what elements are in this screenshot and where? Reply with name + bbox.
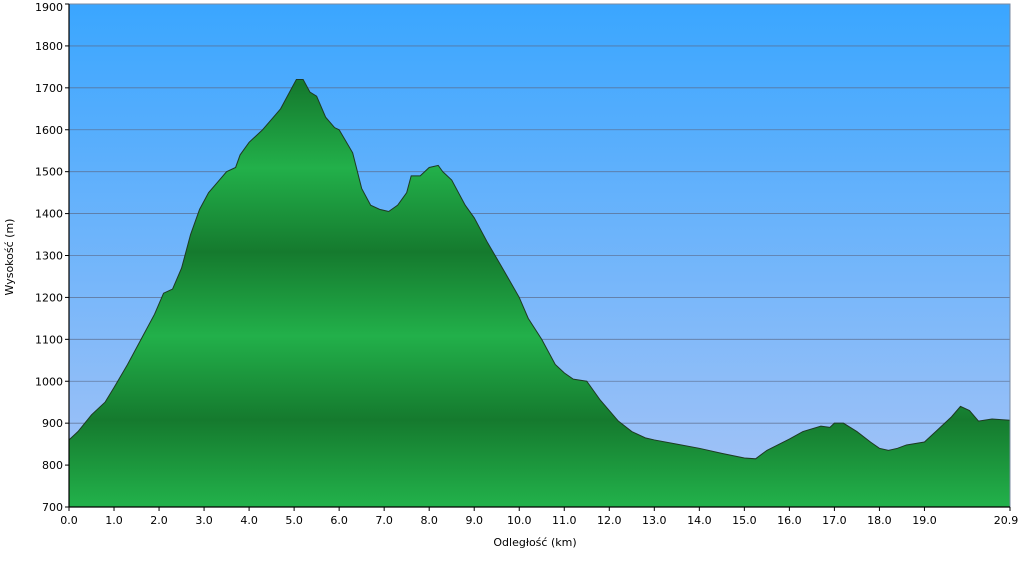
x-tick-label: 6.0 bbox=[330, 514, 348, 527]
x-axis-title: Odległość (km) bbox=[493, 536, 576, 549]
y-tick-label: 1600 bbox=[35, 124, 63, 137]
y-tick-label: 1100 bbox=[35, 333, 63, 346]
y-tick-label: 1200 bbox=[35, 291, 63, 304]
y-tick-label: 1000 bbox=[35, 375, 63, 388]
y-tick-label: 1800 bbox=[35, 40, 63, 53]
x-tick-label: 11.0 bbox=[552, 514, 577, 527]
x-tick-label: 2.0 bbox=[150, 514, 168, 527]
x-tick-label: 15.0 bbox=[732, 514, 757, 527]
x-tick-label: 0.0 bbox=[60, 514, 78, 527]
x-tick-label: 17.0 bbox=[822, 514, 847, 527]
elevation-line bbox=[69, 78, 1010, 460]
y-tick-label: 700 bbox=[42, 501, 63, 514]
x-tick-label: 13.0 bbox=[642, 514, 667, 527]
y-tick-label: 1900 bbox=[35, 1, 63, 14]
y-tick-label: 1700 bbox=[35, 82, 63, 95]
y-tick-label: 1500 bbox=[35, 166, 63, 179]
y-tick-label: 1300 bbox=[35, 250, 63, 263]
y-tick-label: 800 bbox=[42, 459, 63, 472]
x-tick-label: 19.0 bbox=[912, 514, 937, 527]
x-tick-label: 10.0 bbox=[507, 514, 532, 527]
x-tick-label: 12.0 bbox=[597, 514, 622, 527]
y-axis-title: Wysokość (m) bbox=[3, 219, 16, 296]
x-tick-label: 9.0 bbox=[465, 514, 483, 527]
x-axis-ticks: 0.0 1.0 2.0 3.0 4.0 5.0 6.0 7.0 8.0 9.0 10.0 11.0 12… bbox=[60, 507, 1018, 527]
x-tick-label: 18.0 bbox=[867, 514, 892, 527]
x-tick-label: 16.0 bbox=[777, 514, 802, 527]
y-axis-ticks: 700 800 900 1000 1100 1200 1300 1400 1500 1600 170… bbox=[35, 1, 69, 514]
x-tick-label: 14.0 bbox=[687, 514, 712, 527]
x-tick-label: 8.0 bbox=[420, 514, 438, 527]
elevation-area bbox=[69, 79, 1010, 507]
x-tick-label: 7.0 bbox=[375, 514, 393, 527]
x-tick-label: 1.0 bbox=[105, 514, 123, 527]
x-tick-label: 3.0 bbox=[195, 514, 213, 527]
y-tick-label: 1400 bbox=[35, 208, 63, 221]
y-tick-label: 900 bbox=[42, 417, 63, 430]
x-tick-label: 20.9 bbox=[994, 514, 1019, 527]
x-tick-label: 4.0 bbox=[240, 514, 258, 527]
x-tick-label: 5.0 bbox=[285, 514, 303, 527]
